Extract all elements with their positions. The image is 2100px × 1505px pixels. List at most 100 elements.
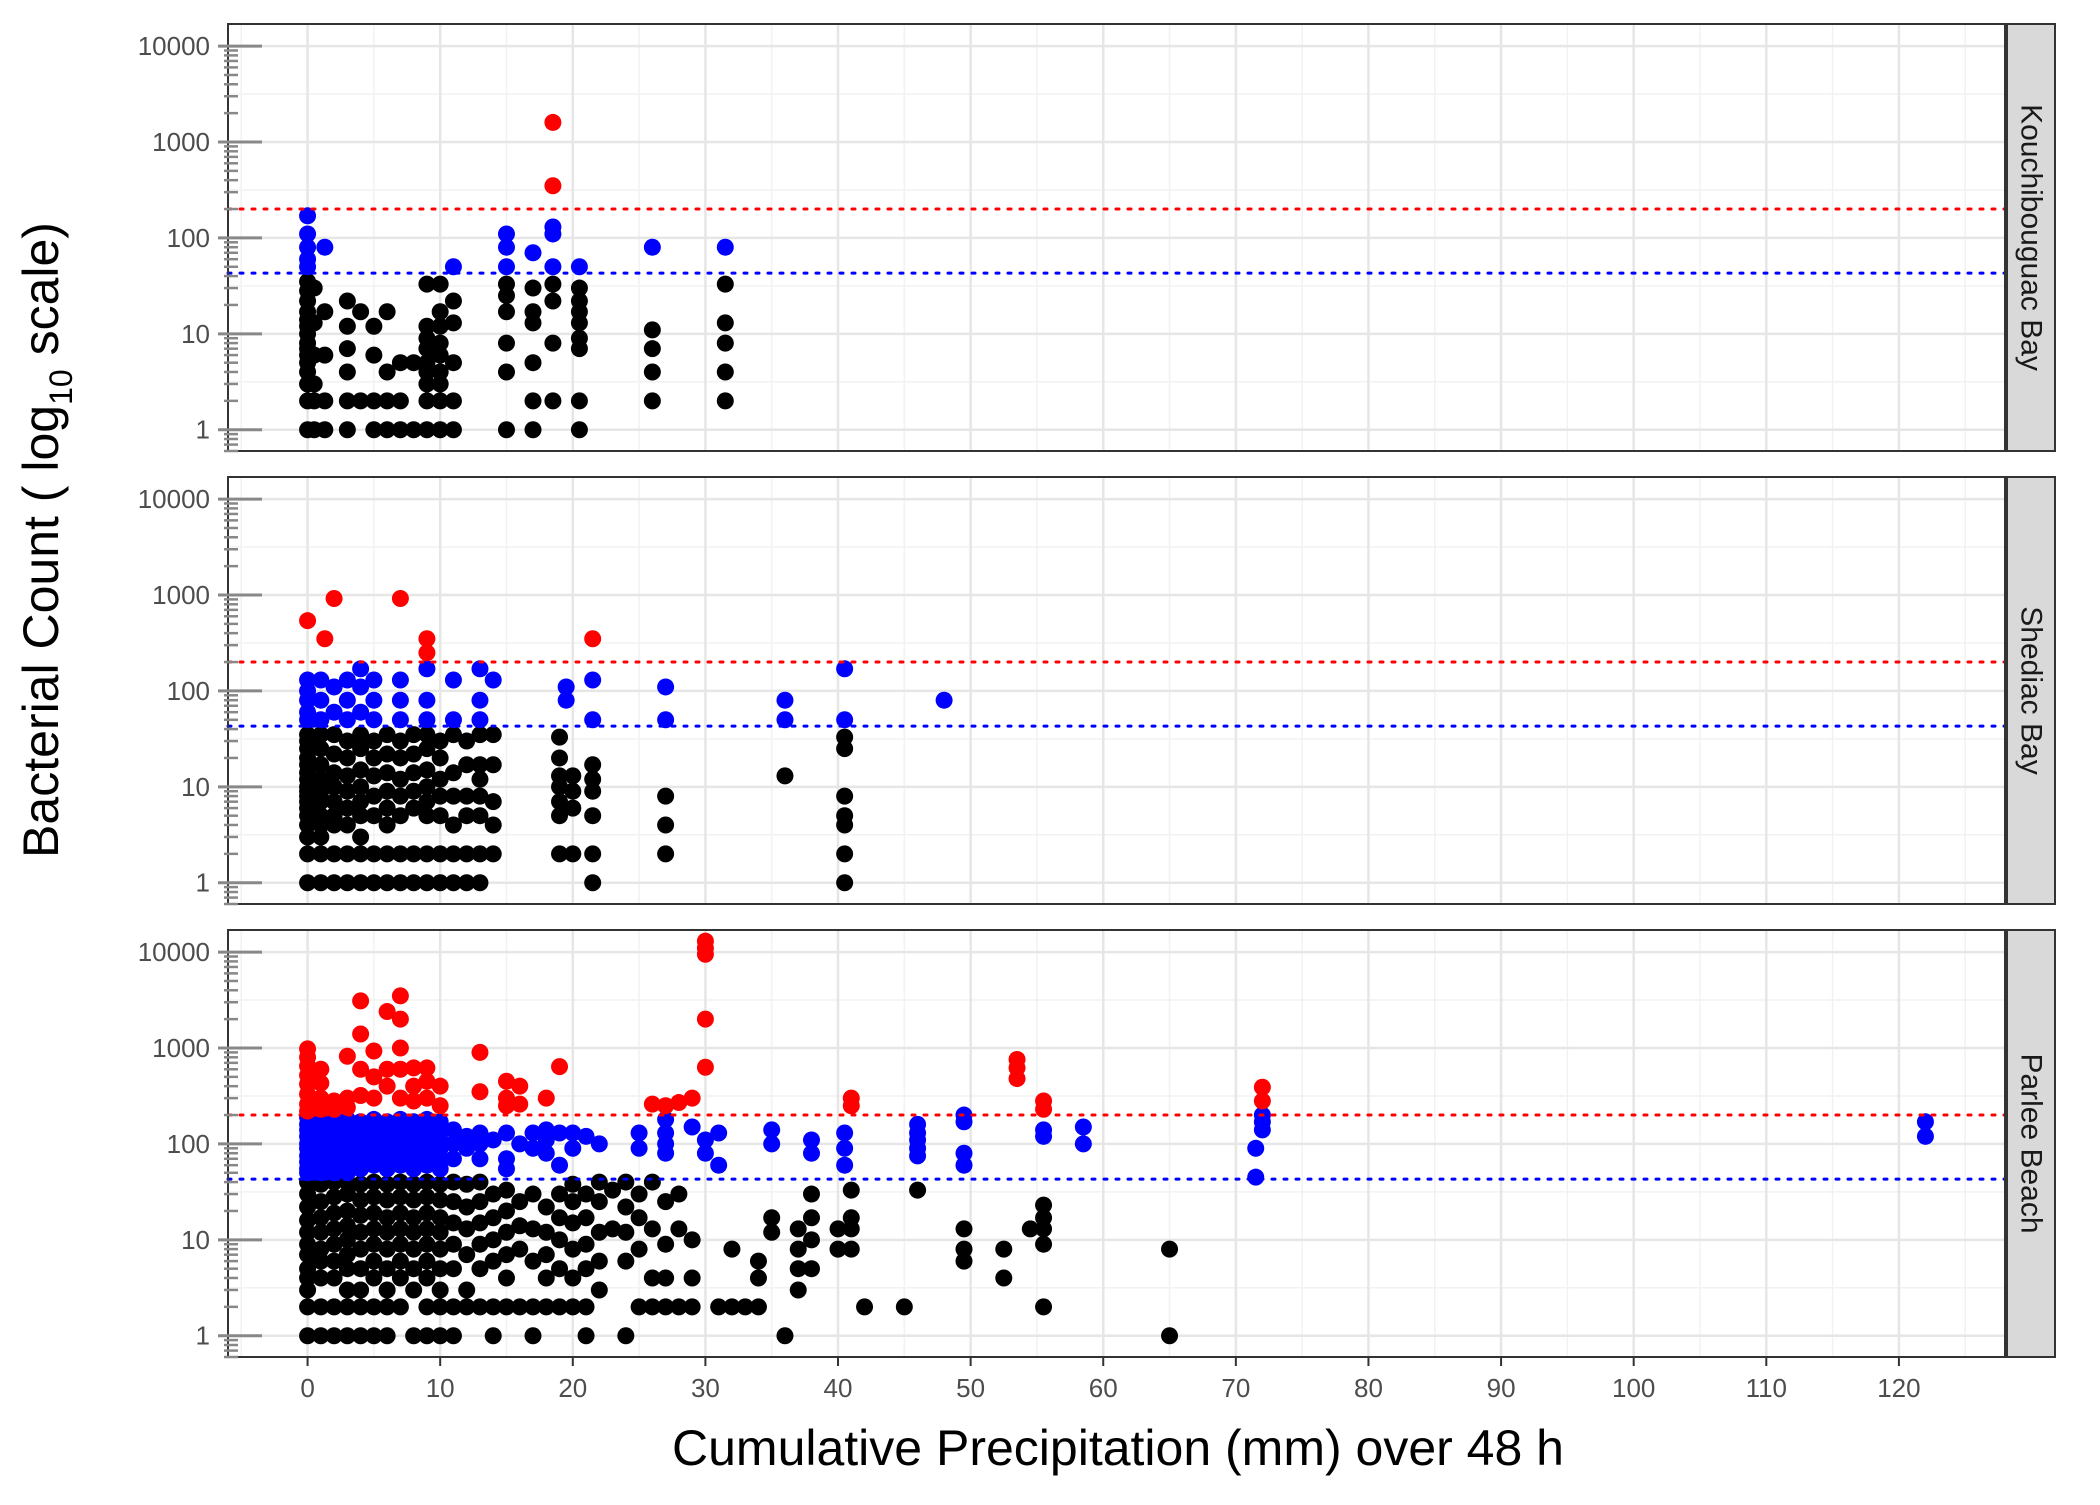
data-point [471, 1043, 489, 1061]
data-point [405, 799, 423, 817]
data-point [338, 1202, 356, 1220]
data-point [378, 845, 396, 863]
data-point [431, 363, 449, 381]
data-point [836, 787, 854, 805]
data-point [325, 745, 343, 763]
data-point [312, 793, 330, 811]
data-point [484, 816, 502, 834]
x-tick-label: 70 [1221, 1373, 1250, 1403]
data-point [312, 726, 330, 744]
data-point [564, 799, 582, 817]
data-point [776, 767, 794, 785]
x-tick-label: 50 [956, 1373, 985, 1403]
data-point [716, 275, 734, 293]
y-tick-label: 1 [196, 415, 210, 445]
data-point [444, 392, 462, 410]
data-point [551, 845, 569, 863]
facet-strip-1: Shediac Bay [2006, 476, 2056, 905]
data-point [544, 113, 562, 131]
data-point [325, 1235, 343, 1253]
data-point [405, 764, 423, 782]
data-point [564, 1193, 582, 1211]
data-point [683, 1298, 701, 1316]
data-point [312, 1298, 330, 1316]
data-point [352, 703, 370, 721]
facet-panel-0 [226, 23, 2007, 452]
data-point [325, 678, 343, 696]
data-point [484, 1327, 502, 1345]
data-point [444, 816, 462, 834]
data-point [836, 740, 854, 758]
data-point [405, 421, 423, 439]
data-point [338, 691, 356, 709]
data-point [352, 1175, 370, 1193]
data-point [365, 392, 383, 410]
y-tick-label: 1000 [152, 580, 210, 610]
data-point [484, 1298, 502, 1316]
data-point [352, 1223, 370, 1241]
data-point [630, 1298, 648, 1316]
data-point [524, 421, 542, 439]
data-point [716, 238, 734, 256]
data-point [458, 807, 476, 825]
data-point [312, 828, 330, 846]
data-point [431, 874, 449, 892]
data-point [955, 1252, 973, 1270]
data-point [418, 1220, 436, 1238]
data-point [444, 314, 462, 332]
data-point [497, 1298, 515, 1316]
data-point [444, 1214, 462, 1232]
data-point [564, 1139, 582, 1157]
data-point [749, 1269, 767, 1287]
data-point [524, 1124, 542, 1142]
data-point [391, 787, 409, 805]
data-point [836, 1124, 854, 1142]
data-point [418, 1204, 436, 1222]
data-point [325, 589, 343, 607]
data-point [511, 1217, 529, 1235]
data-point [338, 1327, 356, 1345]
data-point [378, 1260, 396, 1278]
data-point [365, 346, 383, 364]
data-point [338, 711, 356, 729]
data-point [723, 1240, 741, 1258]
data-point [471, 726, 489, 744]
data-point [418, 1327, 436, 1345]
data-point [378, 799, 396, 817]
data-point [352, 303, 370, 321]
data-point [458, 1127, 476, 1145]
data-point [471, 711, 489, 729]
facet-strip-2: Parlee Beach [2006, 929, 2056, 1358]
data-point [418, 317, 436, 335]
data-point [458, 874, 476, 892]
data-point [484, 845, 502, 863]
data-point [365, 732, 383, 750]
data-point [299, 845, 317, 863]
data-point [418, 1188, 436, 1206]
data-point [763, 1121, 781, 1139]
data-point [352, 1160, 370, 1178]
data-point [551, 1260, 569, 1278]
x-axis: 0 10 20 30 40 50 60 70 80 90 100 110 120 [300, 1357, 1921, 1403]
data-point [570, 258, 588, 276]
data-point [378, 1223, 396, 1241]
data-point [657, 1193, 675, 1211]
data-point [657, 1235, 675, 1253]
data-point [544, 225, 562, 243]
data-point [1074, 1135, 1092, 1153]
data-point [842, 1097, 860, 1115]
y-tick-label: 1000 [152, 127, 210, 157]
data-point [325, 1164, 343, 1182]
y-tick-label: 10 [181, 772, 210, 802]
data-point [657, 816, 675, 834]
data-point [299, 1223, 317, 1241]
data-point [564, 1124, 582, 1142]
data-point [551, 728, 569, 746]
data-point [325, 1188, 343, 1206]
data-point [378, 1077, 396, 1095]
data-point [405, 782, 423, 800]
data-point [338, 392, 356, 410]
data-point [352, 1327, 370, 1345]
data-point [1253, 1092, 1271, 1110]
data-point [431, 1240, 449, 1258]
